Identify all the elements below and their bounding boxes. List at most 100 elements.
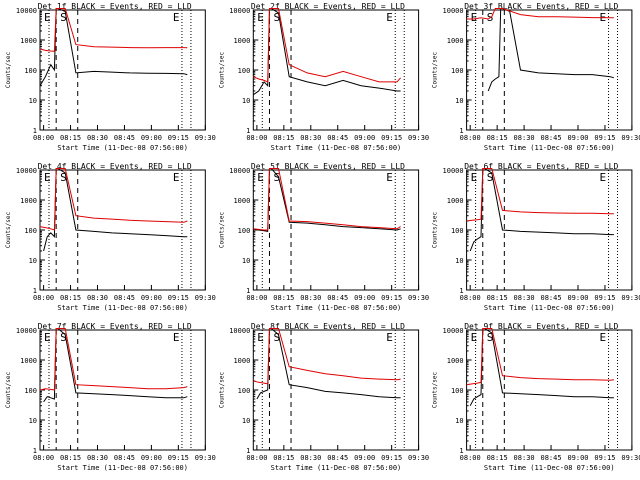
y-tick-label: 100 [451,67,464,75]
y-tick-label: 100 [238,387,251,395]
y-tick-label: 10 [29,417,37,425]
y-tick-label: 100 [238,67,251,75]
y-tick-label: 10000 [443,327,464,335]
series-lld-line [253,168,401,231]
plot-title: Det 1f BLACK = Events, RED = LLD [38,2,192,11]
x-tick-label: 08:00 [246,294,267,302]
y-tick-label: 1 [246,287,250,295]
x-tick-label: 09:00 [567,134,588,142]
y-tick-label: 1 [246,447,250,455]
y-tick-label: 10 [455,257,463,265]
marker-label: E [173,11,180,24]
detector-plot-2: Det 2f BLACK = Events, RED = LLD 1 10 100 10… [218,2,429,152]
x-tick-label: 09:30 [621,454,640,462]
marker-label: E [386,11,393,24]
plot-frame [252,9,420,131]
x-tick-label: 09:15 [168,134,189,142]
y-tick-label: 1 [33,447,37,455]
y-tick-label: 10000 [16,7,37,15]
marker-label: E [173,331,180,344]
x-tick-label: 08:45 [327,134,348,142]
detector-plot-3: Det 3f BLACK = Events, RED = LLD 1 10 100 10… [432,2,640,152]
plot-title: Det 4f BLACK = Events, RED = LLD [38,162,192,171]
x-tick-label: 08:00 [33,454,54,462]
x-tick-label: 09:15 [168,294,189,302]
detector-plot-6: Det 6f BLACK = Events, RED = LLD 1 10 100 10… [432,162,640,312]
x-tick-label: 08:15 [487,294,508,302]
x-tick-label: 09:15 [381,294,402,302]
y-tick-label: 1000 [20,197,37,205]
x-tick-label: 08:30 [87,454,108,462]
marker-label: S [273,11,280,24]
y-tick-label: 1000 [233,37,250,45]
x-tick-label: 08:00 [246,454,267,462]
y-tick-label: 10 [29,97,37,105]
y-tick-label: 100 [24,387,37,395]
y-tick-label: 10000 [16,327,37,335]
y-tick-label: 1000 [233,197,250,205]
y-axis-label: Counts/sec [218,372,225,409]
x-tick-label: 09:15 [594,454,615,462]
y-tick-label: 1000 [447,37,464,45]
x-tick-label: 08:15 [60,294,81,302]
x-axis-label: Start Time (11-Dec-08 07:56:00) [271,464,402,472]
series-events-line [39,8,188,86]
x-tick-label: 08:30 [87,294,108,302]
plot-title: Det 7f BLACK = Events, RED = LLD [38,322,192,331]
y-tick-label: 10 [455,417,463,425]
y-tick-label: 100 [451,227,464,235]
marker-label: S [487,331,494,344]
x-tick-label: 08:45 [114,454,135,462]
x-tick-label: 08:30 [300,294,321,302]
x-tick-label: 09:15 [594,294,615,302]
marker-label: S [60,331,67,344]
series-events-line [253,8,401,96]
plot-frame [39,9,206,131]
x-tick-label: 08:45 [114,134,135,142]
x-tick-label: 08:30 [87,134,108,142]
series-events-line [469,168,614,252]
y-tick-label: 100 [24,227,37,235]
y-tick-label: 1 [33,287,37,295]
x-axis-label: Start Time (11-Dec-08 07:56:00) [271,304,402,312]
x-tick-label: 08:00 [460,454,481,462]
y-tick-label: 1 [459,127,463,135]
x-tick-label: 08:15 [487,134,508,142]
x-tick-label: 09:00 [141,454,162,462]
series-lld-line [39,168,188,231]
x-axis-label: Start Time (11-Dec-08 07:56:00) [57,464,188,472]
series-lld-line [253,328,401,385]
x-tick-label: 08:30 [514,454,535,462]
marker-label: S [273,331,280,344]
x-tick-label: 08:00 [460,294,481,302]
x-tick-label: 09:00 [567,294,588,302]
x-tick-label: 08:00 [33,294,54,302]
detector-plot-8: Det 8f BLACK = Events, RED = LLD 1 10 100 10… [218,322,429,472]
y-tick-label: 1000 [20,357,37,365]
x-tick-label: 08:00 [460,134,481,142]
series-lld-line [253,8,401,83]
x-axis-label: Start Time (11-Dec-08 07:56:00) [57,304,188,312]
y-tick-label: 10000 [229,327,250,335]
y-tick-label: 1000 [447,357,464,365]
y-axis-label: Counts/sec [218,212,225,249]
marker-label: S [487,171,494,184]
x-tick-label: 09:15 [381,134,402,142]
x-tick-label: 09:15 [381,454,402,462]
x-tick-label: 09:30 [408,134,429,142]
series-lld-line [39,328,188,391]
plot-frame [466,169,633,291]
x-tick-label: 09:30 [408,294,429,302]
x-tick-label: 08:15 [60,454,81,462]
x-tick-label: 08:45 [541,454,562,462]
detector-plot-4: Det 4f BLACK = Events, RED = LLD 1 10 100 10… [5,162,216,312]
y-axis-label: Counts/sec [5,52,12,89]
x-tick-label: 09:30 [621,134,640,142]
x-tick-label: 09:00 [141,294,162,302]
y-axis-label: Counts/sec [218,52,225,89]
x-tick-label: 09:15 [168,454,189,462]
marker-label: E [600,171,607,184]
marker-label: E [257,11,264,24]
marker-label: E [386,171,393,184]
